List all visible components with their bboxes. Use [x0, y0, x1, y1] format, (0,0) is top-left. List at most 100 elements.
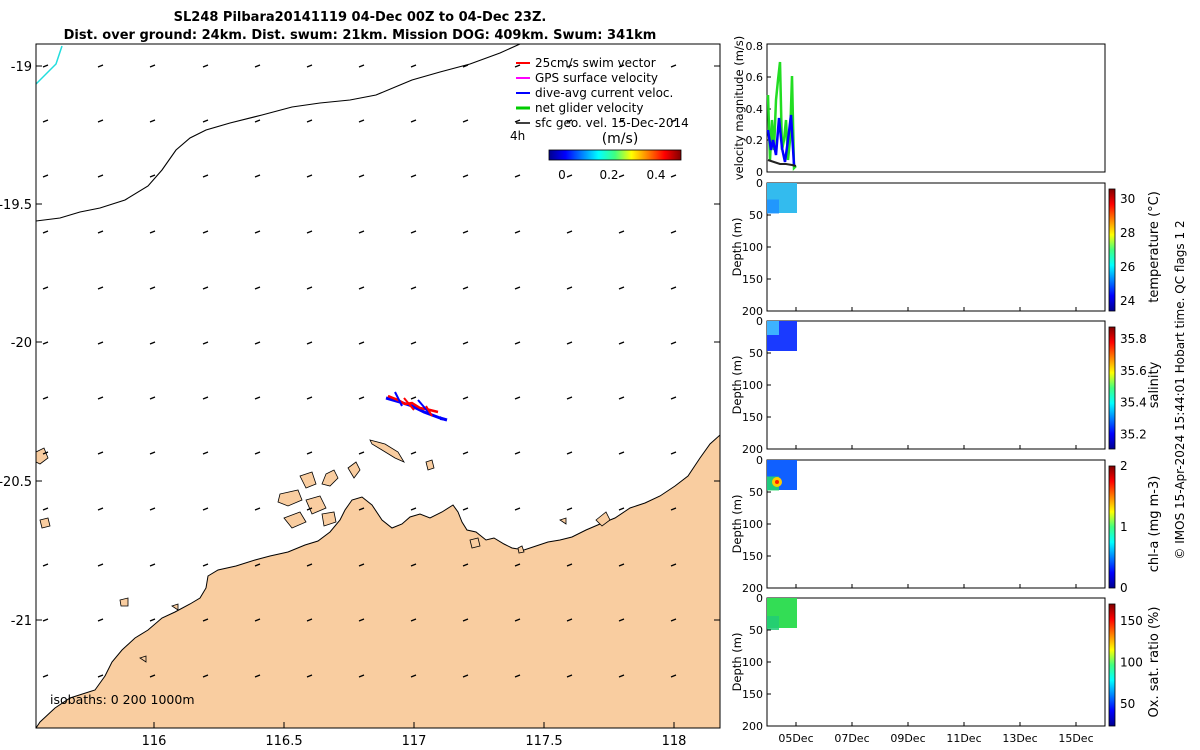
depth-section-4: 0 50 100 150 200 Depth (m) 50 100 150 Ox. sat. ra… [730, 592, 1162, 733]
sfc-velocity-arrow [514, 286, 521, 290]
sfc-velocity-arrow [202, 174, 209, 178]
sfc-velocity-arrow [97, 451, 104, 455]
sfc-velocity-arrow [254, 119, 261, 123]
map-panel[interactable]: -19 -19.5 -20 -20.5 -21 116 116.5 117 11… [0, 43, 721, 749]
sfc-velocity-arrow [97, 396, 104, 400]
sfc-velocity-arrow [254, 674, 261, 678]
sfc-velocity-arrow [202, 563, 209, 567]
depth-tick: 150 [742, 273, 763, 286]
sfc-velocity-arrow [566, 174, 573, 178]
map-legend: 25cm/s swim vector GPS surface velocity … [510, 56, 689, 182]
sfc-velocity-arrow [149, 119, 156, 123]
sfc-velocity-arrow [462, 174, 469, 178]
depth-tick: 200 [742, 582, 763, 595]
colorbar-tick: 24 [1120, 294, 1135, 308]
isobath-1000m [36, 45, 63, 85]
sfc-velocity-arrow [358, 230, 365, 234]
sfc-velocity-arrow [618, 341, 625, 345]
sfc-velocity-arrow [149, 396, 156, 400]
depth-ylabel: Depth (m) [730, 218, 744, 277]
sfc-velocity-arrow [97, 286, 104, 290]
colorbar-tick: 26 [1120, 260, 1135, 274]
section-colorbar [1108, 188, 1116, 312]
sfc-velocity-arrow [42, 396, 49, 400]
sfc-velocity-arrow [462, 341, 469, 345]
depth-tick: 200 [742, 305, 763, 318]
sfc-velocity-arrow [42, 674, 49, 678]
sfc-velocity-arrow [97, 230, 104, 234]
colorbar-tick: 150 [1120, 614, 1143, 628]
sfc-velocity-arrow [42, 119, 49, 123]
sfc-velocity-arrow [462, 286, 469, 290]
sfc-velocity-arrow [149, 341, 156, 345]
sfc-velocity-arrow [358, 563, 365, 567]
sfc-velocity-arrow [670, 563, 677, 567]
sfc-velocity-arrow [410, 341, 417, 345]
colorbar-tick: 35.4 [1120, 396, 1147, 410]
sfc-velocity-arrow [462, 507, 469, 511]
sfc-velocity-arrow [618, 674, 625, 678]
sfc-velocity-arrow [410, 119, 417, 123]
sfc-velocity-arrow [462, 396, 469, 400]
sfc-velocity-arrow [566, 341, 573, 345]
lon-tick-label: 116.5 [265, 734, 302, 749]
sfc-velocity-arrow [97, 563, 104, 567]
sfc-velocity-arrow [670, 286, 677, 290]
velocity-tick: 0.6 [746, 71, 764, 84]
sfc-velocity-arrow [566, 286, 573, 290]
depth-tick: 100 [742, 241, 763, 254]
colorbar-tick: 35.8 [1120, 332, 1147, 346]
sfc-velocity-arrow [306, 119, 313, 123]
colorbar-tick: 0 [1120, 581, 1128, 595]
sfc-velocity-arrow [42, 286, 49, 290]
isobath-200m [36, 44, 521, 222]
lon-tick-label: 117 [402, 734, 427, 749]
sfc-velocity-arrow [306, 674, 313, 678]
sfc-velocity-arrow [202, 618, 209, 622]
sfc-velocity-arrow [358, 618, 365, 622]
svg-text:25cm/s swim vector: 25cm/s swim vector [535, 56, 656, 70]
sfc-velocity-arrow [514, 64, 521, 68]
sfc-velocity-arrow [97, 174, 104, 178]
sfc-velocity-arrow [254, 341, 261, 345]
sfc-velocity-arrow [306, 174, 313, 178]
lon-tick-label: 116 [142, 734, 167, 749]
sfc-velocity-arrow [670, 174, 677, 178]
section-colorbar [1108, 326, 1116, 450]
sfc-velocity-arrow [618, 618, 625, 622]
sfc-velocity-arrow [306, 563, 313, 567]
colorbar-tick: 0.2 [599, 168, 618, 182]
colorbar-tick: 2 [1120, 459, 1128, 473]
sfc-velocity-arrow [202, 286, 209, 290]
sfc-velocity-arrow [410, 174, 417, 178]
sfc-velocity-arrow [514, 230, 521, 234]
sfc-velocity-arrow [670, 674, 677, 678]
velocity-tick: 0.8 [746, 40, 764, 53]
sfc-velocity-arrow [618, 396, 625, 400]
sfc-velocity-arrow [202, 341, 209, 345]
sfc-velocity-arrow [97, 618, 104, 622]
speed-colorbar [548, 149, 682, 161]
sfc-velocity-arrow [670, 396, 677, 400]
sfc-velocity-arrow [149, 507, 156, 511]
sfc-velocity-arrow [670, 507, 677, 511]
sfc-velocity-arrow [618, 286, 625, 290]
sfc-velocity-arrow [462, 563, 469, 567]
sfc-velocity-arrow [410, 451, 417, 455]
depth-tick: 50 [749, 209, 763, 222]
coastline-land [36, 434, 720, 728]
lat-tick-label: -19 [11, 60, 32, 75]
depth-tick: 50 [749, 486, 763, 499]
colorbar-tick: 28 [1120, 226, 1135, 240]
velocity-tick: 0.4 [746, 103, 764, 116]
sfc-velocity-arrow [514, 674, 521, 678]
colorbar-tick: 30 [1120, 192, 1135, 206]
sfc-velocity-arrow [462, 451, 469, 455]
sfc-velocity-arrow [42, 451, 49, 455]
colorbar-tick: 0.4 [646, 168, 665, 182]
sfc-velocity-arrow [410, 507, 417, 511]
depth-section-3: 0 50 100 150 200 Depth (m) 0 1 2 chl-a (mg m-3) [730, 454, 1162, 595]
depth-ylabel: Depth (m) [730, 356, 744, 415]
legend-item-swim-vector: 25cm/s swim vector [516, 56, 656, 70]
